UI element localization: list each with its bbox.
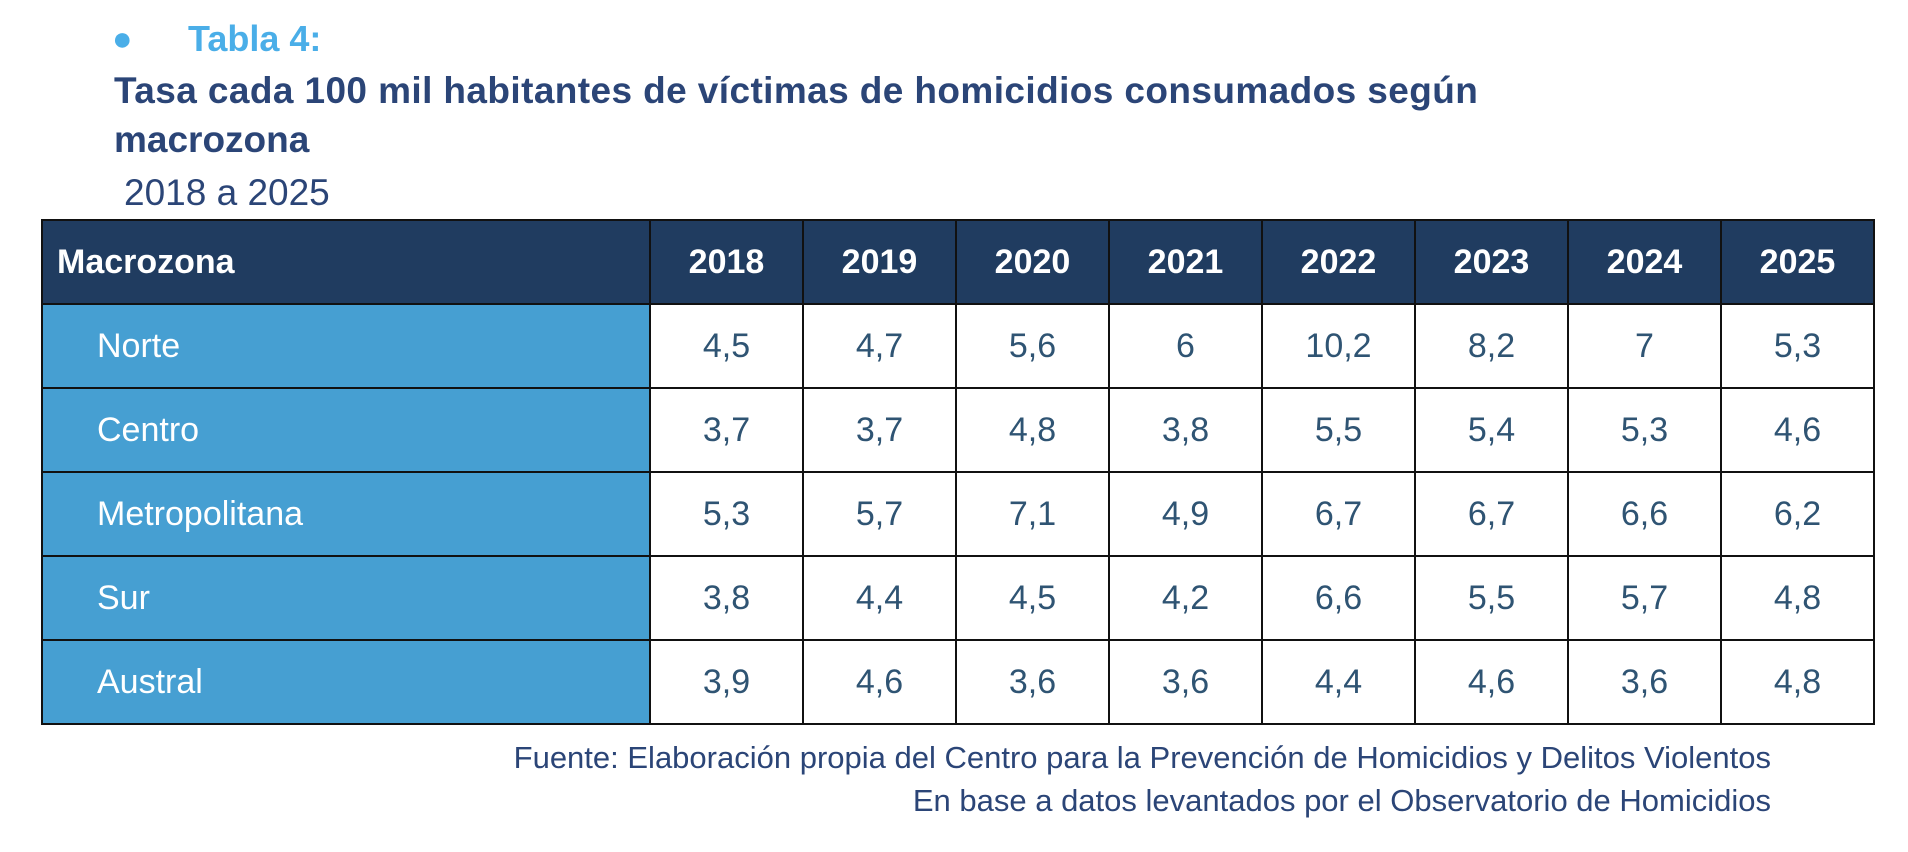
zone-cell: Centro — [41, 387, 651, 473]
column-header-macrozona: Macrozona — [41, 219, 651, 305]
zone-cell: Norte — [41, 303, 651, 389]
table-row: Norte 4,5 4,7 5,6 6 10,2 8,2 7 5,3 — [41, 303, 1875, 389]
rate-cell: 5,3 — [1720, 303, 1875, 389]
table-subtitle: 2018 a 2025 — [124, 172, 330, 213]
table-title-line1: Tasa cada 100 mil habitantes de víctimas… — [114, 70, 1479, 111]
homicide-rate-table: Macrozona 2018 2019 2020 2021 2022 2023 2024 202… — [41, 219, 1875, 725]
table-row: Sur 3,8 4,4 4,5 4,2 6,6 5,5 5,7 4,8 — [41, 555, 1875, 641]
zone-cell: Sur — [41, 555, 651, 641]
column-header-year: 2021 — [1108, 219, 1263, 305]
rate-cell: 4,5 — [955, 555, 1110, 641]
rate-cell: 8,2 — [1414, 303, 1569, 389]
column-header-year: 2018 — [649, 219, 804, 305]
rate-cell: 3,9 — [649, 639, 804, 725]
column-header-year: 2024 — [1567, 219, 1722, 305]
rate-cell: 5,6 — [955, 303, 1110, 389]
table-row: Austral 3,9 4,6 3,6 3,6 4,4 4,6 3,6 4,8 — [41, 639, 1875, 725]
rate-cell: 6,6 — [1261, 555, 1416, 641]
rate-cell: 4,9 — [1108, 471, 1263, 557]
rate-cell: 5,7 — [1567, 555, 1722, 641]
rate-cell: 5,5 — [1414, 555, 1569, 641]
rate-cell: 4,6 — [1720, 387, 1875, 473]
rate-cell: 5,5 — [1261, 387, 1416, 473]
rate-cell: 6 — [1108, 303, 1263, 389]
bullet-icon: ● — [112, 20, 133, 58]
rate-cell: 4,5 — [649, 303, 804, 389]
rate-cell: 3,7 — [649, 387, 804, 473]
column-header-year: 2022 — [1261, 219, 1416, 305]
zone-cell: Metropolitana — [41, 471, 651, 557]
source-line1: Fuente: Elaboración propia del Centro pa… — [513, 740, 1771, 775]
rate-cell: 6,2 — [1720, 471, 1875, 557]
rate-cell: 4,4 — [802, 555, 957, 641]
header-row: Macrozona 2018 2019 2020 2021 2022 2023 2024 202… — [41, 219, 1875, 305]
column-header-year: 2020 — [955, 219, 1110, 305]
table-row: Metropolitana 5,3 5,7 7,1 4,9 6,7 6,7 6,6 6,2 — [41, 471, 1875, 557]
table-label: Tabla 4: — [188, 18, 322, 59]
table-row: Centro 3,7 3,7 4,8 3,8 5,5 5,4 5,3 4,6 — [41, 387, 1875, 473]
column-header-year: 2025 — [1720, 219, 1875, 305]
rate-cell: 3,8 — [1108, 387, 1263, 473]
rate-cell: 3,6 — [1108, 639, 1263, 725]
column-header-year: 2019 — [802, 219, 957, 305]
rate-cell: 3,6 — [955, 639, 1110, 725]
rate-cell: 4,8 — [1720, 555, 1875, 641]
rate-cell: 3,6 — [1567, 639, 1722, 725]
rate-cell: 5,7 — [802, 471, 957, 557]
rate-cell: 4,6 — [802, 639, 957, 725]
rate-cell: 6,7 — [1261, 471, 1416, 557]
rate-cell: 3,8 — [649, 555, 804, 641]
rate-cell: 4,6 — [1414, 639, 1569, 725]
rate-cell: 6,7 — [1414, 471, 1569, 557]
rate-cell: 5,4 — [1414, 387, 1569, 473]
column-header-year: 2023 — [1414, 219, 1569, 305]
rate-cell: 10,2 — [1261, 303, 1416, 389]
zone-cell: Austral — [41, 639, 651, 725]
rate-cell: 4,8 — [955, 387, 1110, 473]
rate-cell: 4,4 — [1261, 639, 1416, 725]
rate-cell: 5,3 — [1567, 387, 1722, 473]
rate-cell: 7 — [1567, 303, 1722, 389]
rate-cell: 4,7 — [802, 303, 957, 389]
rate-cell: 4,2 — [1108, 555, 1263, 641]
table-title-line2: macrozona — [114, 119, 310, 160]
rate-cell: 6,6 — [1567, 471, 1722, 557]
source-line2: En base a datos levantados por el Observ… — [912, 783, 1771, 818]
rate-cell: 7,1 — [955, 471, 1110, 557]
rate-cell: 5,3 — [649, 471, 804, 557]
rate-cell: 4,8 — [1720, 639, 1875, 725]
rate-cell: 3,7 — [802, 387, 957, 473]
